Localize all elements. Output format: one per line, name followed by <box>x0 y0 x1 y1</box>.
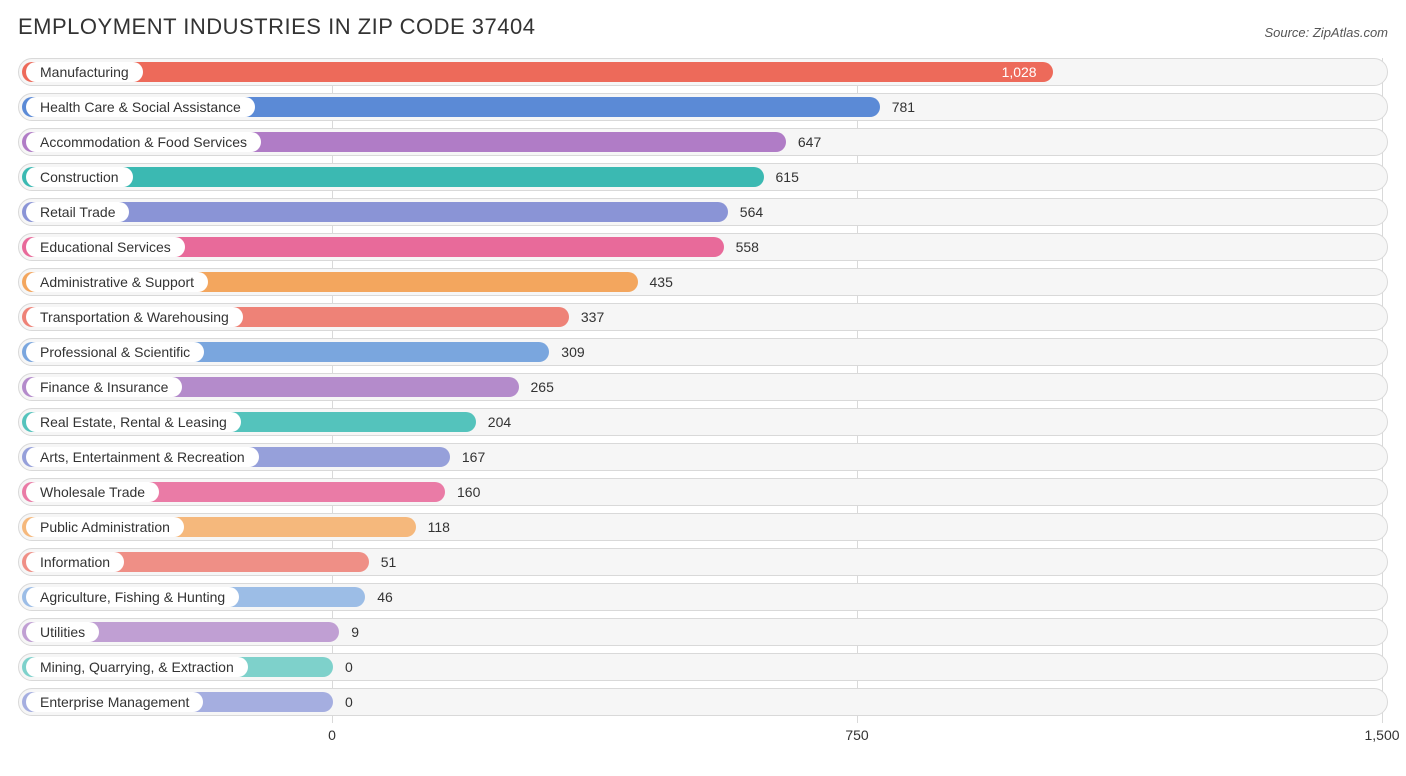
category-label: Educational Services <box>26 237 185 257</box>
category-label: Information <box>26 552 124 572</box>
bar-row: Construction 615 <box>18 163 1388 191</box>
x-axis-tick: 750 <box>845 727 868 743</box>
bar-row: Health Care & Social Assistance 781 <box>18 93 1388 121</box>
bar-row: Agriculture, Fishing & Hunting 46 <box>18 583 1388 611</box>
bar-row: Wholesale Trade 160 <box>18 478 1388 506</box>
category-label: Utilities <box>26 622 99 642</box>
value-label: 309 <box>561 339 584 365</box>
category-label: Agriculture, Fishing & Hunting <box>26 587 239 607</box>
bar-row: Enterprise Management 0 <box>18 688 1388 716</box>
category-label: Professional & Scientific <box>26 342 204 362</box>
value-label: 781 <box>892 94 915 120</box>
value-label: 204 <box>488 409 511 435</box>
value-label: 0 <box>345 654 353 680</box>
bar <box>22 167 764 187</box>
value-label: 0 <box>345 689 353 715</box>
chart-rows: Manufacturing 1,028 Health Care & Social A… <box>18 58 1388 716</box>
category-label: Mining, Quarrying, & Extraction <box>26 657 248 677</box>
bar-row: Utilities 9 <box>18 618 1388 646</box>
chart-title: EMPLOYMENT INDUSTRIES IN ZIP CODE 37404 <box>18 14 536 40</box>
bar-row: Administrative & Support 435 <box>18 268 1388 296</box>
bar-row: Accommodation & Food Services 647 <box>18 128 1388 156</box>
bar <box>22 62 1053 82</box>
category-label: Accommodation & Food Services <box>26 132 261 152</box>
value-label: 1,028 <box>1002 59 1037 85</box>
value-label: 558 <box>736 234 759 260</box>
category-label: Administrative & Support <box>26 272 208 292</box>
category-label: Enterprise Management <box>26 692 203 712</box>
value-label: 9 <box>351 619 359 645</box>
value-label: 46 <box>377 584 393 610</box>
bar-row: Finance & Insurance 265 <box>18 373 1388 401</box>
value-label: 118 <box>428 514 450 540</box>
category-label: Real Estate, Rental & Leasing <box>26 412 241 432</box>
chart-area: Manufacturing 1,028 Health Care & Social A… <box>18 58 1388 751</box>
category-label: Public Administration <box>26 517 184 537</box>
bar-row: Educational Services 558 <box>18 233 1388 261</box>
value-label: 615 <box>776 164 799 190</box>
category-label: Health Care & Social Assistance <box>26 97 255 117</box>
bar-row: Public Administration 118 <box>18 513 1388 541</box>
category-label: Construction <box>26 167 133 187</box>
value-label: 564 <box>740 199 763 225</box>
bar-row: Real Estate, Rental & Leasing 204 <box>18 408 1388 436</box>
x-axis-tick: 1,500 <box>1364 727 1399 743</box>
bar-row: Transportation & Warehousing 337 <box>18 303 1388 331</box>
x-axis-tick: 0 <box>328 727 336 743</box>
x-axis: 07501,500 <box>18 723 1388 751</box>
value-label: 167 <box>462 444 485 470</box>
value-label: 647 <box>798 129 821 155</box>
category-label: Arts, Entertainment & Recreation <box>26 447 259 467</box>
value-label: 337 <box>581 304 604 330</box>
value-label: 160 <box>457 479 480 505</box>
chart-source: Source: ZipAtlas.com <box>1264 25 1388 40</box>
category-label: Finance & Insurance <box>26 377 182 397</box>
value-label: 265 <box>531 374 554 400</box>
category-label: Wholesale Trade <box>26 482 159 502</box>
bar-row: Professional & Scientific 309 <box>18 338 1388 366</box>
chart-header: EMPLOYMENT INDUSTRIES IN ZIP CODE 37404 … <box>18 14 1388 40</box>
bar-row: Information 51 <box>18 548 1388 576</box>
value-label: 51 <box>381 549 397 575</box>
value-label: 435 <box>650 269 673 295</box>
category-label: Transportation & Warehousing <box>26 307 243 327</box>
bar-row: Arts, Entertainment & Recreation 167 <box>18 443 1388 471</box>
bar-row: Mining, Quarrying, & Extraction 0 <box>18 653 1388 681</box>
bar-row: Retail Trade 564 <box>18 198 1388 226</box>
category-label: Retail Trade <box>26 202 129 222</box>
category-label: Manufacturing <box>26 62 143 82</box>
bar-row: Manufacturing 1,028 <box>18 58 1388 86</box>
